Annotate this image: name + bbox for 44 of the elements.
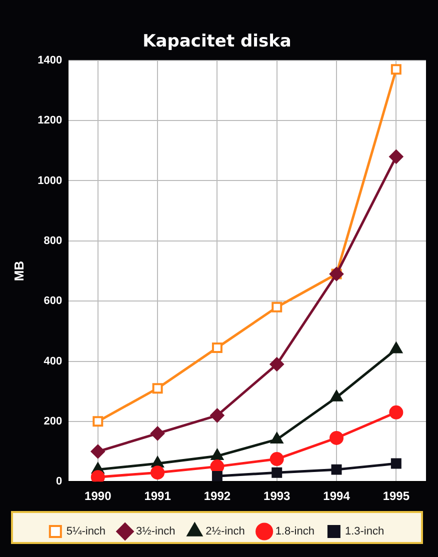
- point: [270, 452, 284, 466]
- point: [330, 390, 343, 402]
- point: [90, 470, 105, 482]
- y-tick-label: 0: [56, 476, 62, 488]
- point: [389, 405, 404, 420]
- chart-title: Kapacitet diska: [142, 32, 292, 52]
- point: [211, 449, 224, 460]
- legend-label: 2½-inch: [206, 526, 245, 538]
- x-tick-label: 1994: [323, 489, 350, 504]
- x-tick-label: 1991: [144, 489, 172, 504]
- x-tick-label: 1990: [84, 489, 112, 504]
- legend-label: 1.3-inch: [344, 526, 384, 538]
- point: [212, 342, 222, 353]
- point: [90, 444, 105, 459]
- point: [331, 464, 342, 475]
- x-tick-label: 1993: [264, 489, 291, 504]
- point: [270, 432, 284, 444]
- y-tick-label: 1000: [38, 174, 62, 187]
- y-tick-label: 1400: [38, 54, 62, 66]
- point: [270, 357, 284, 372]
- point: [389, 150, 404, 164]
- point: [92, 416, 104, 427]
- point: [212, 470, 222, 482]
- y-tick-label: 200: [44, 415, 62, 428]
- point: [330, 430, 344, 445]
- point: [272, 467, 282, 478]
- x-tick-label: 1995: [382, 489, 410, 504]
- point: [210, 408, 224, 422]
- legend-label: 5¼-inch: [66, 526, 106, 538]
- point: [390, 458, 402, 469]
- point: [152, 383, 163, 394]
- y-tick-label: 400: [44, 355, 62, 368]
- y-tick-label: 600: [44, 295, 62, 308]
- y-tick-label: 1200: [38, 114, 62, 127]
- point: [390, 342, 402, 354]
- y-tick-label: 800: [44, 234, 62, 247]
- x-tick-label: 1992: [204, 489, 231, 504]
- point: [150, 466, 165, 480]
- legend-label: 3½-inch: [136, 526, 176, 538]
- point: [390, 64, 402, 75]
- point: [272, 302, 282, 312]
- y-axis-title: MB: [11, 260, 26, 282]
- legend-label: 1.8-inch: [275, 526, 314, 538]
- point: [150, 426, 165, 440]
